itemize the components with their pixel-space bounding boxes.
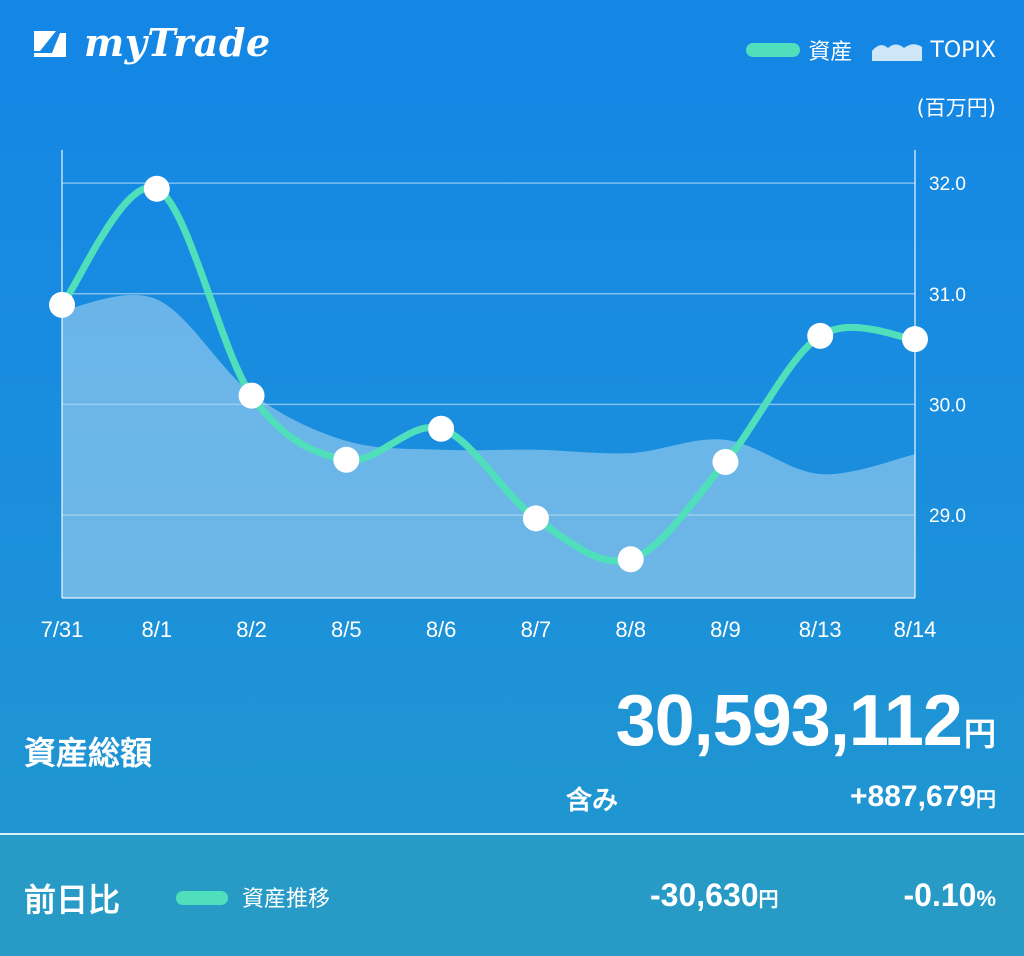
y-tick-label: 31.0 [929,285,966,306]
legend-assets-label: 資産 [808,40,853,65]
x-tick-label: 8/7 [521,617,552,642]
asset-point-8-7[interactable] [522,505,549,532]
daily-change-yen-unit: 円 [758,889,779,911]
daily-change-label: 前日比 [24,881,121,919]
asset-point-8-2[interactable] [238,382,265,409]
unit-label: (百万円) [916,96,996,120]
x-tick-label: 8/5 [331,617,362,642]
daily-change-pct-number: -0.10 [903,877,977,913]
area-swatch-icon [872,44,923,61]
asset-point-8-6[interactable] [428,415,455,442]
percent-sign: % [976,886,996,911]
asset-point-8-5[interactable] [333,446,360,473]
app-title: myTrade [84,20,271,65]
asset-point-8-13[interactable] [807,322,834,349]
asset-trend-label: 資産推移 [242,887,331,912]
daily-change-number: -30,630 [650,877,759,913]
header: myTrade 資産 TOPIX (百万円) [0,0,1024,120]
total-assets-value: 30,593,112円 [616,680,996,762]
y-tick-label: 29.0 [929,506,966,527]
chart-legend: 資産 TOPIX [726,34,996,66]
mytrade-logo-icon [34,30,66,57]
legend-topix: TOPIX [872,38,996,63]
asset-chart[interactable]: 32.0 31.0 30.0 29.0 7/31 8/1 8/2 8/5 8/6 8/7 8/8 8… [0,140,1024,650]
summary: 資産総額 30,593,112円 含み +887,679円 [0,668,1024,833]
x-tick-label: 8/6 [426,617,457,642]
unrealized-yen-unit: 円 [976,789,996,811]
daily-change-percent: -0.10% [904,877,997,914]
asset-point-8-1[interactable] [143,175,170,202]
daily-change-bar: 前日比 資産推移 -30,630円 -0.10% [0,835,1024,956]
asset-point-7-31[interactable] [49,291,75,318]
divider [0,833,1024,835]
legend-topix-label: TOPIX [930,37,996,63]
asset-trend-swatch [176,891,228,905]
unrealized-value: +887,679円 [850,780,996,814]
total-yen-unit: 円 [963,716,996,752]
legend-line-swatch [746,43,801,57]
y-tick-label: 30.0 [929,395,966,416]
x-tick-label: 7/31 [41,617,84,642]
total-assets-label: 資産総額 [24,734,153,772]
x-tick-label: 8/8 [615,617,646,642]
asset-point-8-14[interactable] [902,326,928,353]
topix-area [62,294,915,598]
asset-point-8-9[interactable] [712,448,739,475]
y-tick-label: 32.0 [929,174,966,195]
daily-change-amount: -30,630円 [650,877,779,914]
unrealized-number: +887,679 [850,780,976,813]
app-logo[interactable]: myTrade [30,20,271,65]
x-tick-label: 8/2 [236,617,267,642]
legend-assets: 資産 [746,34,852,66]
x-tick-label: 8/14 [894,617,937,642]
asset-point-8-8[interactable] [617,546,644,573]
x-tick-label: 8/1 [141,617,172,642]
unrealized-label: 含み [566,786,619,816]
total-assets-number: 30,593,112 [615,681,963,761]
x-tick-label: 8/13 [799,617,842,642]
x-tick-label: 8/9 [710,617,741,642]
assets-line [58,183,919,565]
